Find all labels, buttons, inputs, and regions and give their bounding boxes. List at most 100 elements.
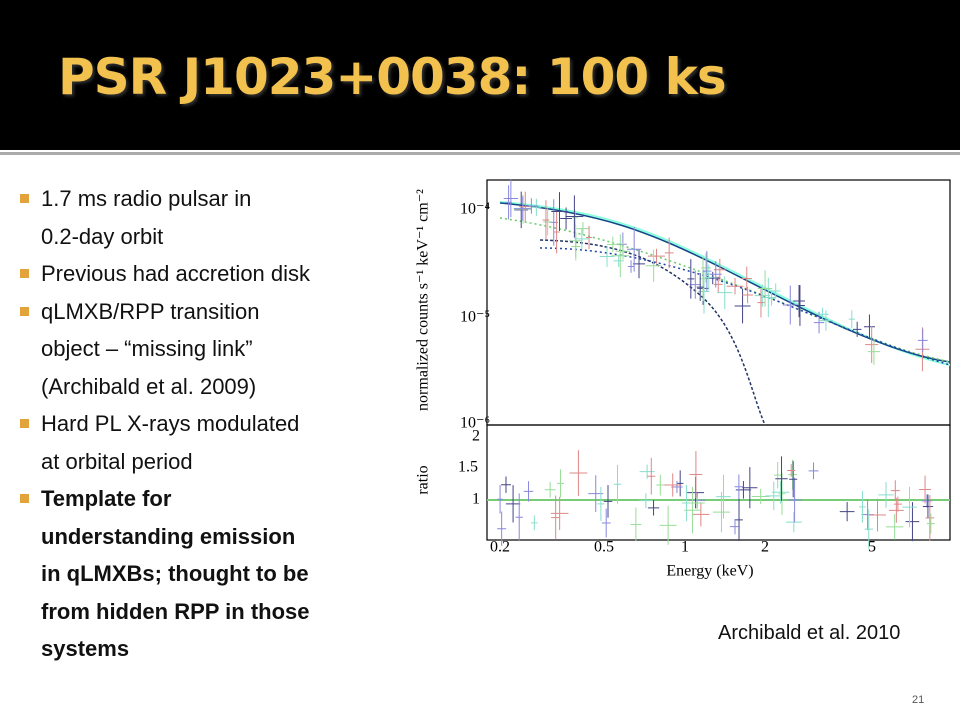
data-cross xyxy=(664,473,682,497)
data-cross xyxy=(774,461,782,489)
data-cross xyxy=(606,236,619,253)
data-cross xyxy=(787,464,796,477)
data-cross xyxy=(501,476,511,493)
data-cross xyxy=(543,208,553,236)
data-cross xyxy=(726,278,744,295)
data-cross xyxy=(922,494,933,519)
data-cross xyxy=(503,179,519,218)
data-cross xyxy=(519,191,532,222)
data-cross xyxy=(664,237,674,269)
data-cross xyxy=(905,502,920,542)
data-cross xyxy=(647,248,666,264)
bullet-line: qLMXB/RPP transition xyxy=(41,298,260,324)
data-cross xyxy=(576,222,590,236)
data-cross xyxy=(613,464,622,504)
data-cross xyxy=(692,502,710,527)
x-axis-label: Energy (keV) xyxy=(666,563,753,580)
data-cross xyxy=(813,311,825,334)
bullet-list: 1.7 ms radio pulsar in 0.2-day orbit Previ… xyxy=(18,180,408,668)
bullet: 1.7 ms radio pulsar in 0.2-day orbit xyxy=(18,180,408,255)
data-cross xyxy=(689,270,701,299)
data-cross xyxy=(632,249,646,279)
bullet-line: 0.2-day orbit xyxy=(41,223,164,249)
data-cross xyxy=(611,234,630,278)
bullet-line: understanding emission xyxy=(41,523,296,549)
data-cross xyxy=(601,508,611,538)
data-cross xyxy=(771,480,790,504)
data-cross xyxy=(689,451,703,499)
data-cross xyxy=(869,498,886,532)
data-cross xyxy=(816,307,829,321)
y-tick-label: 10⁻⁶ xyxy=(460,415,490,432)
x-tick-label: 0.2 xyxy=(490,539,510,556)
bullet-line: from hidden RPP in those xyxy=(41,598,310,624)
data-cross xyxy=(551,495,561,540)
bullet: Previous had accretion disk xyxy=(18,255,408,293)
data-cross xyxy=(751,488,770,505)
data-cross xyxy=(647,457,656,495)
bullet: Hard PL X-rays modulated at orbital perio… xyxy=(18,405,408,480)
data-cross xyxy=(560,207,573,230)
data-cross xyxy=(627,226,642,272)
data-cross xyxy=(782,285,798,325)
data-cross xyxy=(808,462,819,480)
data-cross xyxy=(684,486,701,534)
data-cross xyxy=(704,264,713,291)
data-cross xyxy=(788,459,797,490)
data-cross xyxy=(713,276,723,293)
page-number: 21 xyxy=(912,694,925,706)
data-cross xyxy=(787,477,802,523)
data-cross xyxy=(505,485,521,523)
data-cross xyxy=(523,481,534,502)
data-cross xyxy=(569,450,588,496)
data-cross xyxy=(757,270,773,307)
data-cross xyxy=(742,286,753,304)
data-cross xyxy=(585,225,593,250)
data-cross xyxy=(865,326,879,363)
data-cross xyxy=(689,496,705,510)
data-points xyxy=(497,179,935,549)
data-cross xyxy=(565,195,584,238)
data-cross xyxy=(524,198,538,214)
data-cross xyxy=(878,481,894,508)
data-cross xyxy=(553,210,560,254)
bullet-line: (Archibald et al. 2009) xyxy=(41,373,257,399)
x-tick-label: 5 xyxy=(868,539,876,556)
data-cross xyxy=(513,196,532,221)
bullet-line: Hard PL X-rays modulated xyxy=(41,411,300,436)
divider xyxy=(0,152,960,155)
header-bar: PSR J1023+0038: 100 ks xyxy=(0,0,960,150)
data-cross xyxy=(571,210,579,226)
bullet-line: in qLMXBs; thought to be xyxy=(41,561,309,586)
pl-curve xyxy=(539,247,951,366)
data-cross xyxy=(717,276,733,310)
data-cross xyxy=(542,200,550,240)
data-cross xyxy=(599,246,615,267)
ratio-tick-label: 1.5 xyxy=(458,459,478,476)
data-cross xyxy=(917,328,928,353)
data-cross xyxy=(630,507,642,542)
data-cross xyxy=(615,242,631,260)
data-cross xyxy=(497,511,507,546)
data-cross xyxy=(765,481,782,511)
data-cross xyxy=(925,495,935,541)
bullet-line: at orbital period xyxy=(41,448,193,474)
data-cross xyxy=(859,491,866,523)
data-cross xyxy=(729,518,741,535)
data-cross xyxy=(556,469,565,498)
data-cross xyxy=(676,470,684,497)
y-axis-label: normalized counts s⁻¹ keV⁻¹ cm⁻² xyxy=(415,189,432,411)
ratio-tick-label: 2 xyxy=(472,428,480,445)
ratio-panel xyxy=(486,424,951,541)
ratio-axis-label: ratio xyxy=(415,465,432,494)
bullet-line: Previous had accretion disk xyxy=(41,261,311,286)
data-cross xyxy=(819,310,833,331)
data-cross xyxy=(742,467,758,509)
data-cross xyxy=(863,314,875,339)
data-cross xyxy=(696,273,704,302)
y-tick-label: 10⁻⁵ xyxy=(460,309,490,326)
bullet-line: Template for xyxy=(41,486,172,511)
data-cross xyxy=(848,310,855,329)
data-cross xyxy=(551,192,568,231)
